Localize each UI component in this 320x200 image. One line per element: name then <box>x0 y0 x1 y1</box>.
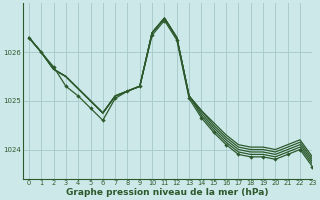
X-axis label: Graphe pression niveau de la mer (hPa): Graphe pression niveau de la mer (hPa) <box>66 188 269 197</box>
